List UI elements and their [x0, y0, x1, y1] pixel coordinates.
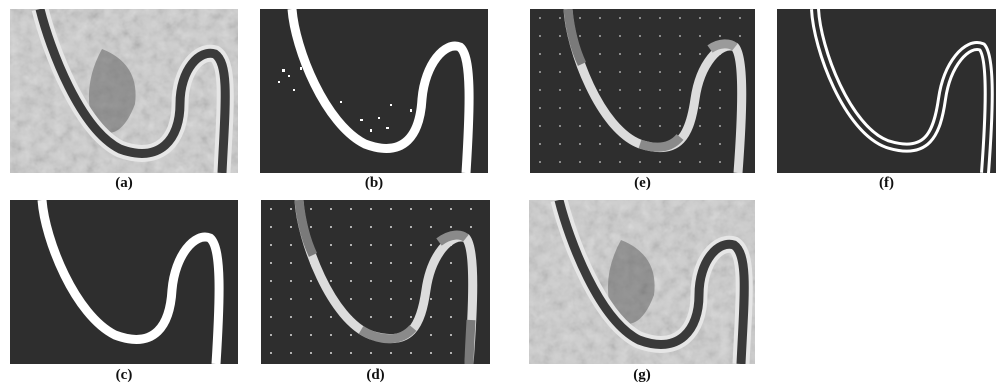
panel-d: (d): [261, 200, 490, 383]
panel-b: (b): [260, 9, 488, 191]
caption-c: (c): [115, 367, 133, 383]
panel-a: (a): [10, 9, 238, 191]
panel-g: (g): [529, 200, 755, 383]
caption-e: (e): [634, 175, 651, 191]
panel-f-image: [777, 9, 996, 173]
caption-g: (g): [633, 367, 651, 383]
panel-g-image: [529, 200, 755, 364]
caption-a: (a): [115, 175, 133, 191]
panel-f: (f): [777, 9, 996, 191]
panel-c-image: [10, 200, 238, 364]
panel-e: (e): [530, 9, 755, 191]
noise-speckles: [278, 67, 412, 141]
panel-d-image: [261, 200, 490, 364]
caption-d: (d): [366, 367, 385, 383]
panel-e-image: [530, 9, 755, 173]
caption-b: (b): [364, 175, 384, 191]
panel-c: (c): [10, 200, 238, 383]
panel-b-image: [260, 9, 488, 173]
panel-a-image: [10, 9, 238, 173]
caption-f: (f): [879, 175, 894, 191]
